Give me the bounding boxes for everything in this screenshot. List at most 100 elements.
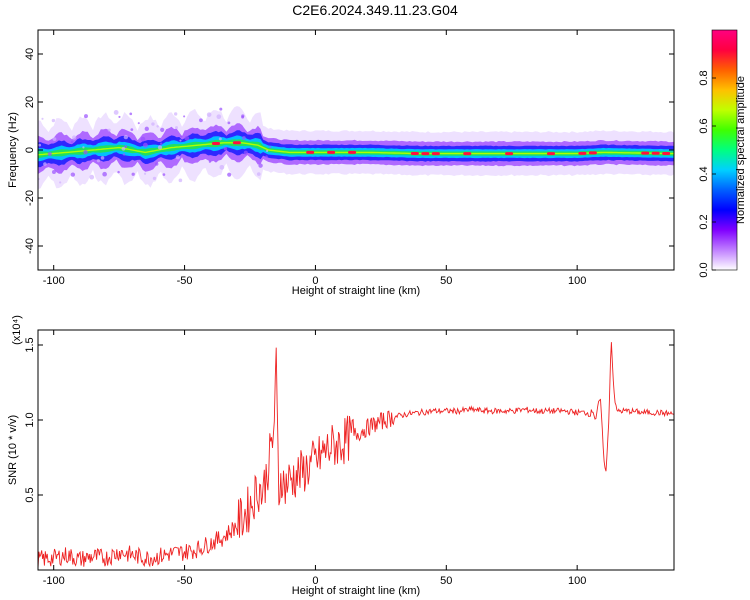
spectrogram-peak xyxy=(421,152,430,156)
x-tick-label: 100 xyxy=(568,575,586,587)
spectrogram-speckle xyxy=(121,146,126,151)
figure-title: C2E6.2024.349.11.23.G04 xyxy=(292,2,458,18)
colorbar-tick-label: 0.4 xyxy=(698,166,710,181)
colorbar-label: Normalized spectral amplitude xyxy=(735,76,747,224)
colorbar-scale xyxy=(711,29,738,271)
spectrogram-speckle xyxy=(173,112,178,116)
spectrogram-peak xyxy=(662,151,671,155)
spectrogram-speckle xyxy=(89,174,95,180)
spectrogram-speckle xyxy=(82,146,85,149)
spectrogram-peak xyxy=(348,150,357,154)
spectrogram-speckle xyxy=(144,126,149,131)
y-tick-label: 20 xyxy=(24,96,36,108)
spectrogram-y-ticks: -40 -20 0 20 40 xyxy=(24,48,674,254)
spectrogram-speckle xyxy=(113,110,119,115)
spectrogram-peak xyxy=(211,142,220,146)
spectrogram-speckle xyxy=(218,137,222,141)
spectrogram-speckle xyxy=(151,122,155,126)
spectrogram-speckle xyxy=(100,156,105,160)
spectrogram-x-axis-title: Height of straight line (km) xyxy=(292,285,420,297)
y-tick-label: 0.5 xyxy=(24,487,36,502)
spectrogram-speckle xyxy=(184,135,190,141)
y-tick-label: -40 xyxy=(24,238,36,254)
colorbar-ticks: 0.0 0.2 0.4 0.6 0.8 xyxy=(698,70,716,278)
spectrogram-speckle xyxy=(241,115,245,119)
spectrogram-speckle xyxy=(219,107,223,111)
spectrogram-speckle xyxy=(265,155,268,158)
spectrogram-speckle xyxy=(51,118,56,123)
spectrogram-speckle xyxy=(258,163,263,168)
colorbar-tick-label: 0.6 xyxy=(698,118,710,133)
spectrogram-speckle xyxy=(183,115,186,118)
spectrogram-speckle xyxy=(143,142,148,148)
colorbar-tick-label: 0.8 xyxy=(698,70,710,85)
x-tick-label: -50 xyxy=(177,275,193,287)
spectrogram-speckle xyxy=(179,139,182,142)
spectrogram-speckle xyxy=(130,128,134,131)
spectrogram-speckle xyxy=(129,112,133,116)
spectrogram-speckle xyxy=(243,150,248,155)
snr-frame xyxy=(37,329,675,571)
spectrogram-speckle xyxy=(107,128,111,132)
spectrogram-speckle xyxy=(208,160,212,163)
spectrogram-speckle xyxy=(223,146,228,151)
snr-x-axis-title: Height of straight line (km) xyxy=(292,585,420,597)
x-tick-label: 50 xyxy=(440,575,452,587)
spectrogram-speckle xyxy=(180,135,183,138)
spectrogram-speckle xyxy=(102,171,107,177)
spectrogram-speckle xyxy=(122,153,126,156)
spectrogram-speckle xyxy=(256,172,261,176)
spectrogram-speckle xyxy=(70,172,76,177)
snr-panel: -100 -50 0 50 100 0.5 1.0 1.5 Height of straig… xyxy=(7,315,675,597)
x-tick-label: 50 xyxy=(440,275,452,287)
snr-x-ticks: -100 -50 0 50 100 xyxy=(43,330,586,587)
spectrogram-speckle xyxy=(84,114,88,119)
spectrogram-speckle xyxy=(155,162,159,166)
spectrogram-speckle xyxy=(70,140,74,144)
spectrogram-speckle xyxy=(118,115,121,119)
spectrogram-heatmap xyxy=(38,106,674,190)
spectrogram-speckle xyxy=(152,176,157,181)
x-tick-label: 0 xyxy=(312,575,318,587)
spectrogram-speckle xyxy=(178,178,183,183)
spectrogram-speckle xyxy=(96,159,101,163)
x-tick-label: 0 xyxy=(312,275,318,287)
spectrogram-panel: -100 -50 0 50 100 -40 -20 0 20 40 Height of stra… xyxy=(7,29,675,297)
spectrogram-speckle xyxy=(227,172,232,177)
spectrogram-peak xyxy=(651,151,660,155)
spectrogram-speckle xyxy=(123,134,129,140)
spectrogram-peak xyxy=(505,152,514,156)
spectrogram-speckle xyxy=(52,137,57,141)
snr-plot-area xyxy=(38,330,674,570)
spectrogram-speckle xyxy=(71,135,77,140)
spectrogram-peak xyxy=(410,151,419,155)
spectrogram-speckle xyxy=(216,114,222,120)
spectrogram-peak xyxy=(641,151,650,155)
spectrogram-speckle xyxy=(131,172,135,176)
snr-y-multiplier: (x10⁴) xyxy=(11,315,23,345)
spectrogram-speckle xyxy=(175,155,181,160)
spectrogram-speckle xyxy=(41,117,44,120)
spectrogram-speckle xyxy=(265,149,269,153)
colorbar-tick-label: 0.0 xyxy=(698,262,710,277)
y-tick-label: 1.0 xyxy=(24,412,36,427)
spectrogram-speckle xyxy=(227,121,231,125)
spectrogram-speckle xyxy=(159,142,163,145)
spectrogram-speckle xyxy=(83,150,88,155)
snr-line xyxy=(38,342,674,569)
spectrogram-speckle xyxy=(156,125,159,128)
spectrogram-speckle xyxy=(47,152,52,157)
spectrogram-speckle xyxy=(157,145,163,150)
y-tick-label: -20 xyxy=(24,190,36,206)
spectrogram-y-axis-title: Frequency (Hz) xyxy=(7,112,19,188)
spectrogram-speckle xyxy=(59,181,62,184)
spectrogram-speckle xyxy=(160,127,165,132)
spectrogram-speckle xyxy=(43,162,47,166)
colorbar-tick-label: 0.2 xyxy=(698,214,710,229)
x-tick-label: -100 xyxy=(43,575,65,587)
spectrogram-peak xyxy=(578,151,587,155)
snr-y-axis-title: SNR (10 * v/v) xyxy=(7,415,19,485)
spectrogram-peak xyxy=(306,150,315,154)
spectrogram-speckle xyxy=(219,164,225,170)
